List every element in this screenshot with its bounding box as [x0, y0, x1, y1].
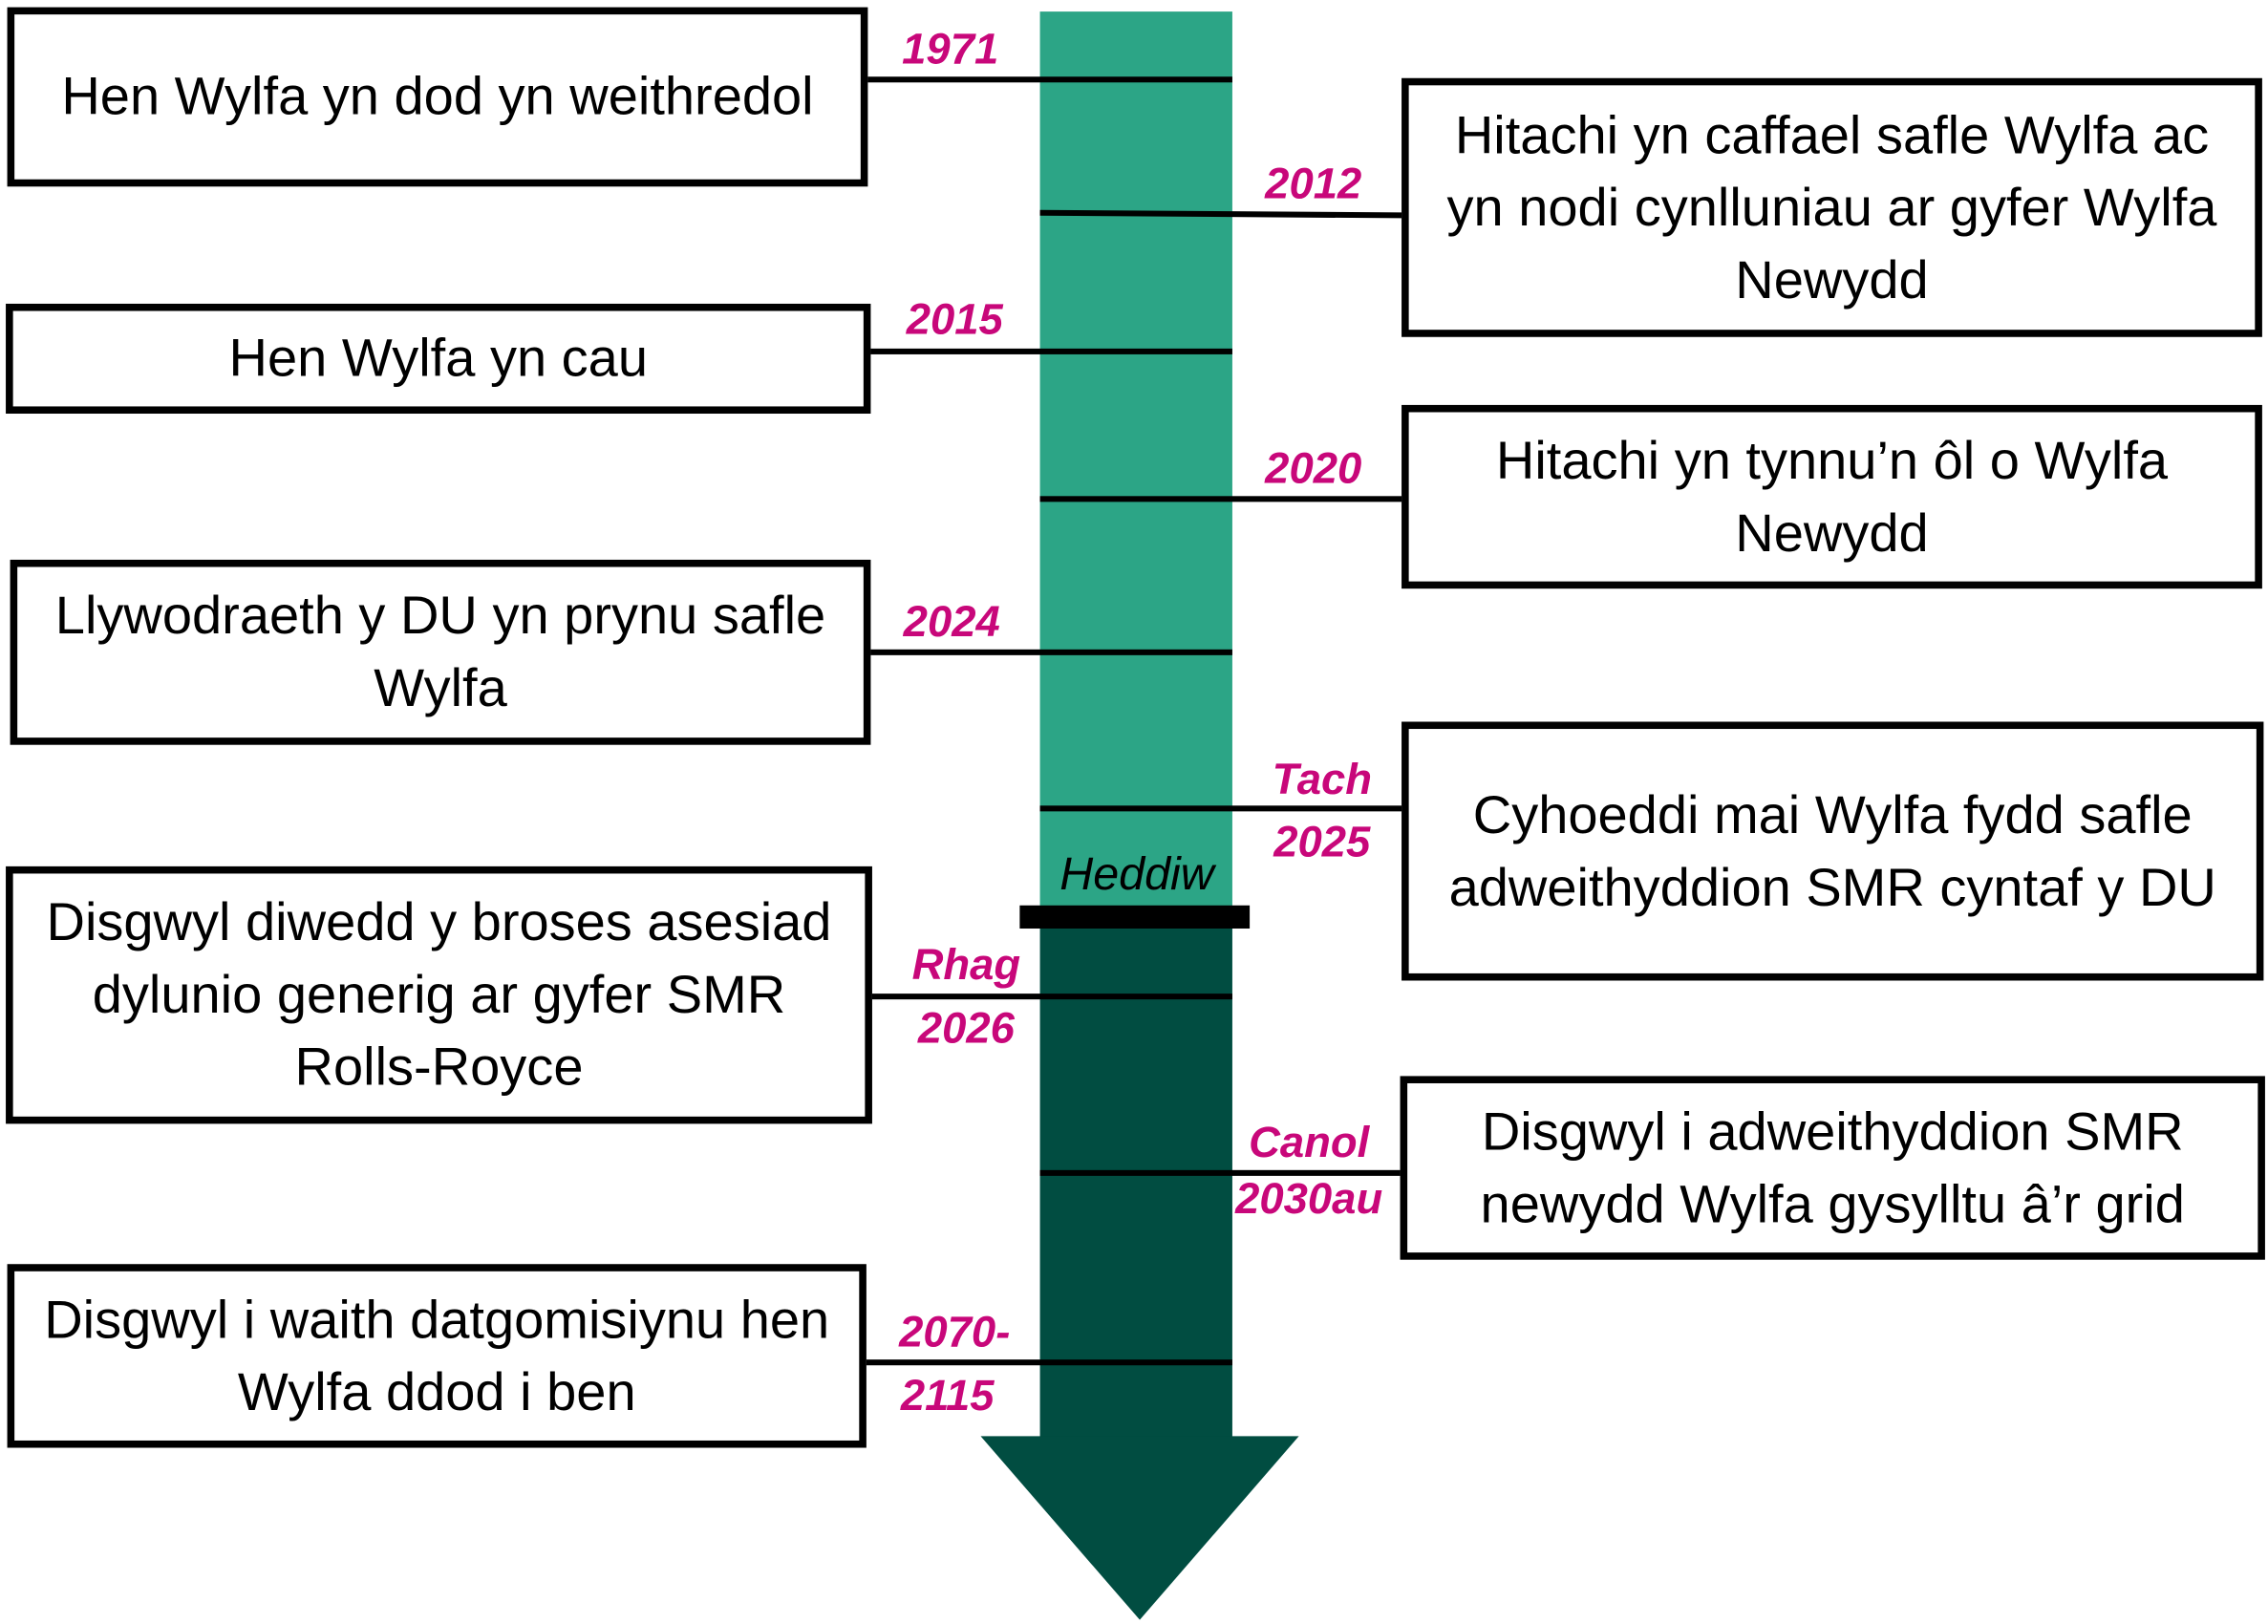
date-label-2026-line2: 2026 [917, 1005, 1015, 1054]
date-label-2070-line2: 2115 [900, 1372, 995, 1421]
event-box-2070: Disgwyl i waith datgomisiynu hen Wylfa d… [7, 1264, 867, 1448]
timeline-past-segment [1039, 11, 1232, 908]
date-label-1971: 1971 [902, 26, 999, 75]
date-label-2030s-line2: 2030au [1235, 1175, 1383, 1224]
event-text: Disgwyl i waith datgomisiynu hen Wylfa d… [44, 1289, 830, 1421]
date-label-2025-line1: Tach [1272, 756, 1372, 804]
event-box-2020: Hitachi yn tynnu’n ôl o Wylfa Newydd [1401, 404, 2262, 589]
connector-2026 [870, 994, 1232, 1000]
connector-2025 [1039, 805, 1402, 812]
date-label-2070-line1: 2070- [899, 1309, 1011, 1357]
event-text: Disgwyl diwedd y broses asesiad dylunio … [46, 892, 832, 1097]
event-box-2030s: Disgwyl i adweithyddion SMR newydd Wylfa… [1400, 1076, 2265, 1260]
date-label-2024: 2024 [903, 598, 1000, 647]
event-text: Cyhoeddi mai Wylfa fydd safle adweithydd… [1448, 784, 2216, 917]
event-box-1971: Hen Wylfa yn dod yn weithredol [7, 7, 868, 187]
event-box-2012: Hitachi yn caffael safle Wylfa ac yn nod… [1401, 77, 2262, 337]
event-text: Hen Wylfa yn cau [228, 328, 648, 388]
date-label-2015: 2015 [906, 296, 1003, 345]
today-marker [1019, 905, 1251, 929]
event-text: Disgwyl i adweithyddion SMR newydd Wylfa… [1480, 1100, 2185, 1233]
connector-2015 [868, 348, 1232, 354]
connector-2024 [868, 649, 1232, 655]
event-text: Hitachi yn caffael safle Wylfa ac yn nod… [1446, 104, 2217, 310]
date-label-2020: 2020 [1265, 445, 1362, 494]
event-text: Hen Wylfa yn dod yn weithredol [61, 66, 814, 126]
connector-1971 [866, 76, 1232, 83]
event-text: Hitachi yn tynnu’n ôl o Wylfa Newydd [1495, 430, 2169, 563]
event-box-2015: Hen Wylfa yn cau [6, 303, 871, 415]
date-label-2012: 2012 [1265, 160, 1362, 209]
date-label-2030s-line1: Canol [1249, 1119, 1370, 1167]
event-box-2025: Cyhoeddi mai Wylfa fydd safle adweithydd… [1401, 721, 2264, 981]
today-label: Heddiw [1059, 847, 1214, 900]
date-label-2026-line1: Rhag [911, 941, 1021, 990]
connector-2030s [1039, 1169, 1402, 1176]
connector-2070 [865, 1359, 1232, 1366]
event-text: Llywodraeth y DU yn prynu safle Wylfa [54, 586, 826, 717]
connector-2020 [1039, 496, 1402, 502]
date-label-2025-line2: 2025 [1273, 818, 1371, 866]
event-box-2024: Llywodraeth y DU yn prynu safle Wylfa [10, 559, 871, 745]
event-box-2026: Disgwyl diwedd y broses asesiad dylunio … [6, 865, 872, 1124]
